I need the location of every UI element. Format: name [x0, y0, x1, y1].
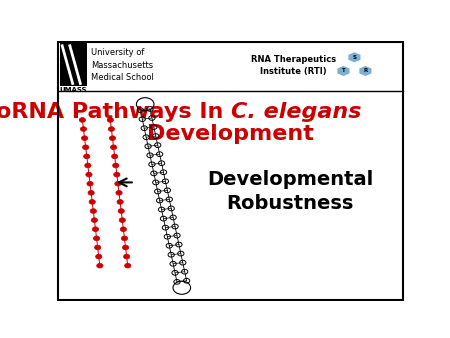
- Text: T: T: [342, 69, 345, 73]
- Circle shape: [123, 254, 130, 259]
- Circle shape: [115, 182, 121, 186]
- Text: University of
Massachusetts
Medical School: University of Massachusetts Medical Scho…: [91, 48, 154, 82]
- Text: C. elegans: C. elegans: [230, 102, 361, 122]
- Text: MicroRNA Pathways In: MicroRNA Pathways In: [0, 102, 230, 122]
- Text: RNA Therapeutics
Institute (RTI): RNA Therapeutics Institute (RTI): [251, 54, 336, 76]
- Circle shape: [108, 127, 115, 131]
- Circle shape: [92, 227, 99, 232]
- Circle shape: [122, 236, 128, 241]
- Circle shape: [88, 191, 94, 195]
- Circle shape: [82, 145, 89, 150]
- Circle shape: [84, 154, 90, 159]
- Circle shape: [86, 172, 92, 177]
- Circle shape: [112, 163, 119, 168]
- Circle shape: [125, 263, 131, 268]
- Text: Developmental
Robustness: Developmental Robustness: [207, 170, 373, 213]
- Circle shape: [110, 145, 117, 150]
- Circle shape: [81, 136, 88, 141]
- Circle shape: [81, 127, 87, 131]
- Circle shape: [89, 199, 95, 204]
- Circle shape: [117, 199, 123, 204]
- Circle shape: [116, 191, 122, 195]
- Text: UMASS: UMASS: [60, 88, 87, 93]
- Circle shape: [120, 227, 126, 232]
- Circle shape: [87, 182, 93, 186]
- Text: S: S: [352, 55, 356, 60]
- Circle shape: [122, 245, 129, 250]
- Circle shape: [85, 163, 91, 168]
- Circle shape: [94, 245, 101, 250]
- Circle shape: [90, 209, 96, 213]
- Circle shape: [79, 118, 86, 122]
- Circle shape: [94, 236, 100, 241]
- Circle shape: [91, 218, 98, 222]
- Circle shape: [107, 118, 113, 122]
- Text: R: R: [363, 69, 368, 73]
- Circle shape: [97, 263, 103, 268]
- Circle shape: [109, 136, 116, 141]
- Circle shape: [114, 172, 120, 177]
- FancyBboxPatch shape: [60, 43, 86, 86]
- Circle shape: [118, 209, 124, 213]
- Text: Development: Development: [147, 124, 314, 144]
- Circle shape: [112, 154, 118, 159]
- Circle shape: [95, 254, 102, 259]
- Circle shape: [119, 218, 126, 222]
